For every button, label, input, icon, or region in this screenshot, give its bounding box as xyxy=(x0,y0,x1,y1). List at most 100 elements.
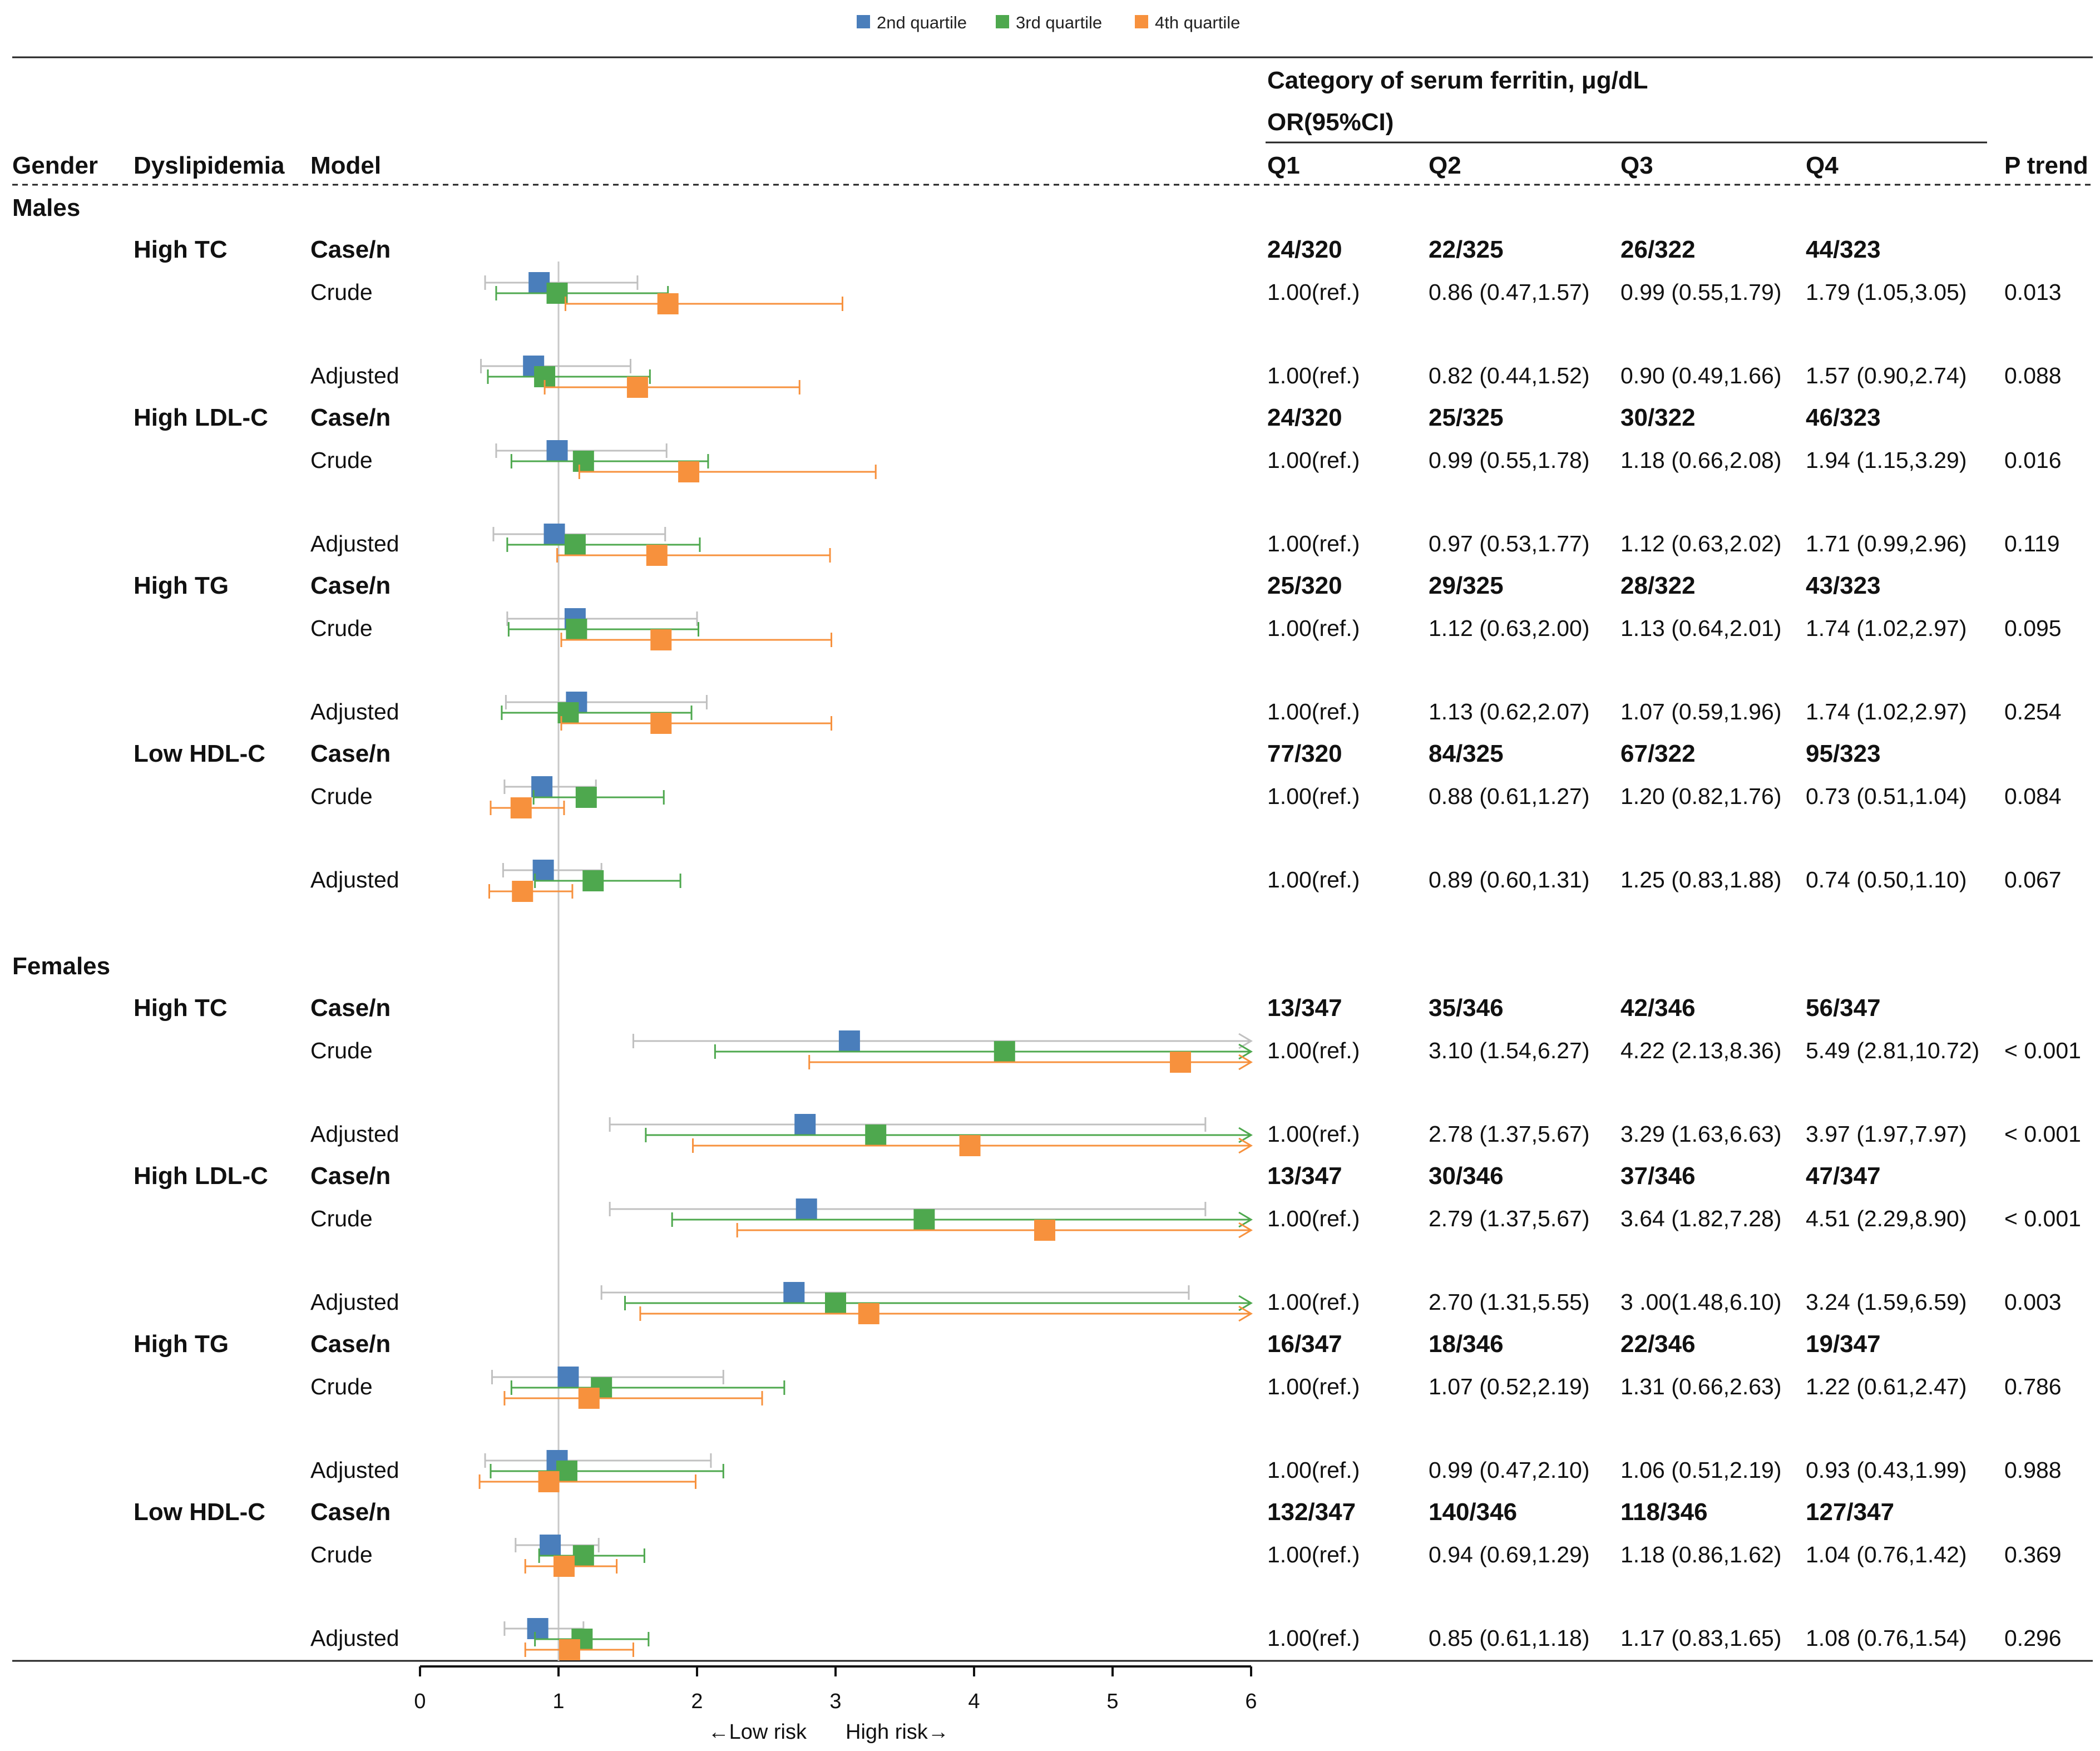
casen-label: Case/n xyxy=(310,404,391,431)
p-trend-cell: 0.067 xyxy=(2004,867,2062,892)
model-label-adjusted: Adjusted xyxy=(310,699,399,724)
gender-label-males: Males xyxy=(12,194,80,221)
or-cell-q3: 1.13 (0.64,2.01) xyxy=(1620,615,1781,641)
x-axis-low-risk-label: ←Low risk xyxy=(708,1720,807,1744)
or-marker-q3 xyxy=(582,870,604,891)
ref-cell: 1.00(ref.) xyxy=(1267,867,1360,892)
or-cell-q2: 0.88 (0.61,1.27) xyxy=(1429,783,1589,809)
or-cell-q3: 1.18 (0.66,2.08) xyxy=(1620,447,1781,473)
casen-label: Case/n xyxy=(310,740,391,767)
legend-label-2: 2nd quartile xyxy=(877,13,967,32)
or-cell-q2: 2.79 (1.37,5.67) xyxy=(1429,1206,1589,1231)
model-label-crude: Crude xyxy=(310,783,373,809)
p-trend-cell: 0.988 xyxy=(2004,1457,2062,1483)
casen-q4: 44/323 xyxy=(1806,236,1881,263)
or-marker-q3 xyxy=(566,619,587,640)
or-cell-q4: 1.94 (1.15,3.29) xyxy=(1806,447,1966,473)
or-cell-q3: 1.06 (0.51,2.19) xyxy=(1620,1457,1781,1483)
or-marker-q4 xyxy=(559,1639,580,1660)
or-marker-q3 xyxy=(575,787,597,808)
model-label-adjusted: Adjusted xyxy=(310,867,399,892)
p-trend-cell: 0.095 xyxy=(2004,615,2062,641)
or-cell-q2: 2.70 (1.31,5.55) xyxy=(1429,1289,1589,1315)
casen-q3: 37/346 xyxy=(1620,1162,1696,1190)
casen-q3: 22/346 xyxy=(1620,1330,1696,1358)
p-trend-cell: 0.369 xyxy=(2004,1542,2062,1567)
casen-label: Case/n xyxy=(310,1330,391,1358)
or-marker-q2 xyxy=(794,1114,816,1135)
gender-label-females: Females xyxy=(12,953,110,980)
ref-cell: 1.00(ref.) xyxy=(1267,1289,1360,1315)
outcome-label-high-tc: High TC xyxy=(134,994,228,1022)
or-cell-q3: 4.22 (2.13,8.36) xyxy=(1620,1038,1781,1063)
col-header-gender: Gender xyxy=(12,152,98,179)
or-marker-q4 xyxy=(650,713,672,734)
casen-q1: 13/347 xyxy=(1267,1162,1342,1190)
or-cell-q3: 1.31 (0.66,2.63) xyxy=(1620,1374,1781,1399)
ref-cell: 1.00(ref.) xyxy=(1267,447,1360,473)
or-cell-q4: 1.57 (0.90,2.74) xyxy=(1806,363,1966,388)
ref-cell: 1.00(ref.) xyxy=(1267,1457,1360,1483)
casen-q4: 43/323 xyxy=(1806,572,1881,599)
casen-q3: 26/322 xyxy=(1620,236,1696,263)
ref-cell: 1.00(ref.) xyxy=(1267,783,1360,809)
or-cell-q4: 1.71 (0.99,2.96) xyxy=(1806,531,1966,556)
p-trend-cell: 0.254 xyxy=(2004,699,2062,724)
or-marker-q2 xyxy=(543,524,565,545)
col-header-q4: Q4 xyxy=(1806,152,1839,179)
or-marker-q2 xyxy=(783,1282,805,1303)
casen-q4: 19/347 xyxy=(1806,1330,1881,1358)
casen-q3: 30/322 xyxy=(1620,404,1696,431)
or-cell-q3: 3.29 (1.63,6.63) xyxy=(1620,1121,1781,1147)
or-marker-q3 xyxy=(572,451,594,472)
ref-cell: 1.00(ref.) xyxy=(1267,699,1360,724)
or-cell-q3: 1.07 (0.59,1.96) xyxy=(1620,699,1781,724)
or-cell-q3: 1.20 (0.82,1.76) xyxy=(1620,783,1781,809)
casen-q2: 35/346 xyxy=(1429,994,1504,1022)
or-cell-q4: 4.51 (2.29,8.90) xyxy=(1806,1206,1966,1231)
casen-q1: 24/320 xyxy=(1267,236,1342,263)
casen-q3: 28/322 xyxy=(1620,572,1696,599)
or-marker-q4 xyxy=(1034,1220,1055,1241)
p-trend-cell: 0.119 xyxy=(2004,531,2060,556)
casen-q1: 77/320 xyxy=(1267,740,1342,767)
or-marker-q3 xyxy=(572,1545,594,1566)
casen-q4: 46/323 xyxy=(1806,404,1881,431)
or-cell-q2: 1.13 (0.62,2.07) xyxy=(1429,699,1589,724)
or-marker-q2 xyxy=(838,1030,860,1052)
or-cell-q4: 1.79 (1.05,3.05) xyxy=(1806,279,1966,305)
ci-arrow-q4 xyxy=(1238,1305,1253,1322)
or-cell-q2: 0.89 (0.60,1.31) xyxy=(1429,867,1589,892)
or-cell-q2: 0.86 (0.47,1.57) xyxy=(1429,279,1589,305)
or-cell-q2: 0.85 (0.61,1.18) xyxy=(1429,1625,1589,1651)
or-cell-q4: 1.08 (0.76,1.54) xyxy=(1806,1625,1966,1651)
ref-cell: 1.00(ref.) xyxy=(1267,1121,1360,1147)
or-cell-q3: 0.99 (0.55,1.79) xyxy=(1620,279,1781,305)
ref-cell: 1.00(ref.) xyxy=(1267,1038,1360,1063)
col-header-q3: Q3 xyxy=(1620,152,1653,179)
or-marker-q4 xyxy=(959,1135,981,1156)
casen-q2: 22/325 xyxy=(1429,236,1504,263)
or-marker-q4 xyxy=(578,1388,600,1409)
casen-q4: 47/347 xyxy=(1806,1162,1881,1190)
casen-q4: 56/347 xyxy=(1806,994,1881,1022)
or-cell-q2: 1.12 (0.63,2.00) xyxy=(1429,615,1589,641)
or-marker-q4 xyxy=(678,461,700,482)
or-cell-q4: 1.22 (0.61,2.47) xyxy=(1806,1374,1966,1399)
ref-cell: 1.00(ref.) xyxy=(1267,363,1360,388)
or-cell-q2: 1.07 (0.52,2.19) xyxy=(1429,1374,1589,1399)
or-marker-q3 xyxy=(825,1293,846,1314)
or-marker-q3 xyxy=(546,283,568,304)
or-marker-q4 xyxy=(510,797,532,818)
casen-label: Case/n xyxy=(310,1498,391,1526)
or-cell-q3: 3.64 (1.82,7.28) xyxy=(1620,1206,1781,1231)
or-cell-q4: 3.24 (1.59,6.59) xyxy=(1806,1289,1966,1315)
ref-cell: 1.00(ref.) xyxy=(1267,279,1360,305)
or-marker-q4 xyxy=(1170,1052,1192,1073)
or-marker-q2 xyxy=(531,776,553,797)
casen-q1: 13/347 xyxy=(1267,994,1342,1022)
model-label-adjusted: Adjusted xyxy=(310,363,399,388)
effect-label: OR(95%CI) xyxy=(1267,108,1394,136)
category-title: Category of serum ferritin, μg/dL xyxy=(1267,67,1648,94)
